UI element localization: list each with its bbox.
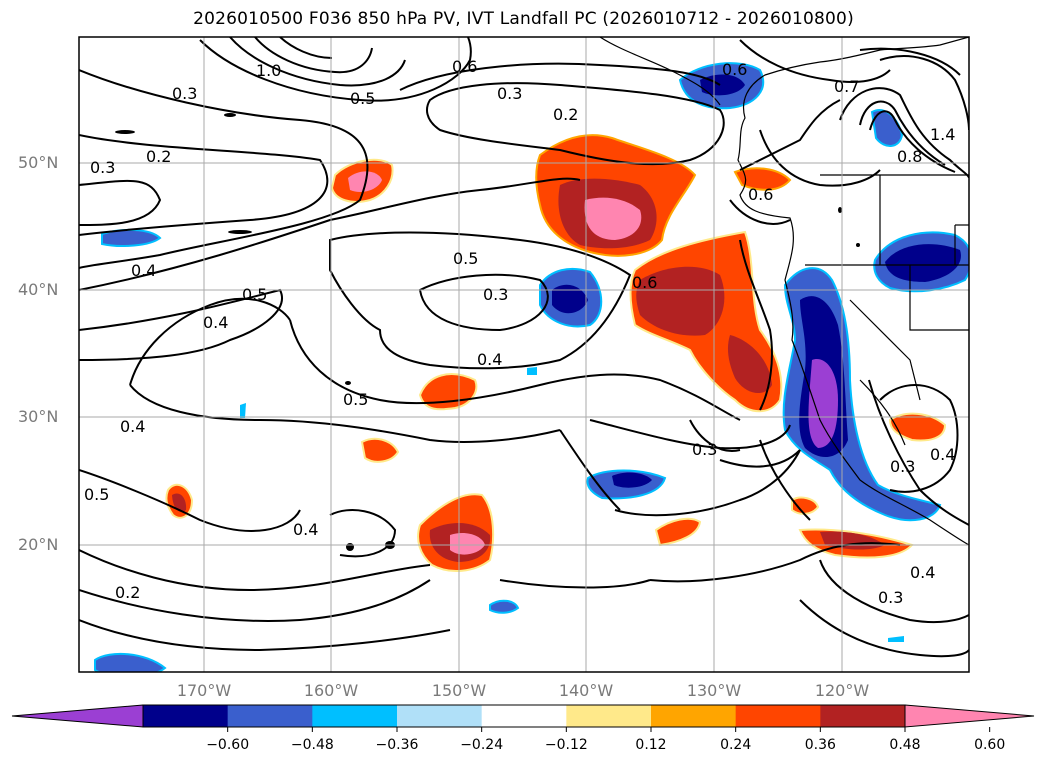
colorbar-segments bbox=[11, 704, 1035, 728]
map-title: 2026010500 F036 850 hPa PV, IVT Landfall… bbox=[193, 9, 854, 29]
positive-anomaly-small bbox=[360, 437, 400, 463]
contour-label: 0.3 bbox=[90, 158, 115, 177]
map-frame bbox=[78, 36, 970, 673]
contour-label: 0.5 bbox=[350, 89, 375, 108]
colorbar-tick-label: −0.12 bbox=[544, 737, 588, 753]
colorbar-extend-max bbox=[904, 704, 1035, 728]
negative-anomaly-small-2 bbox=[94, 652, 167, 672]
navy-core-interior bbox=[885, 244, 961, 282]
lon-label: 140°W bbox=[558, 681, 614, 700]
contour-label: 0.3 bbox=[692, 440, 717, 459]
colorbar-tick-label: −0.36 bbox=[375, 737, 419, 753]
colorbar-extend-min bbox=[11, 704, 144, 728]
lon-label: 150°W bbox=[431, 681, 487, 700]
darkred-core-central bbox=[636, 266, 725, 336]
colorbar-tick-label: 0.12 bbox=[635, 737, 667, 753]
lon-label: 120°W bbox=[814, 681, 870, 700]
colorbar-segment bbox=[651, 705, 737, 727]
contour-label: 0.4 bbox=[910, 563, 935, 582]
colorbar-tick-label: 0.36 bbox=[804, 737, 836, 753]
purple-core-coast bbox=[808, 359, 838, 448]
colorbar-tick-label: 0.48 bbox=[889, 737, 921, 753]
contour-label: 0.3 bbox=[483, 285, 508, 304]
contour-label: 0.3 bbox=[878, 588, 903, 607]
map-panel: 0.3 0.2 0.3 1.0 0.5 0.6 0.3 0.2 0.6 0.7 … bbox=[78, 36, 970, 673]
contour-label: 0.2 bbox=[553, 105, 578, 124]
colorbar-outline bbox=[142, 704, 906, 728]
lat-label: 20°N bbox=[18, 535, 59, 554]
colorbar-segment bbox=[820, 705, 906, 727]
colorbar-segment bbox=[566, 705, 652, 727]
contour-label: 0.3 bbox=[172, 84, 197, 103]
contour-label: 0.2 bbox=[115, 583, 140, 602]
negative-anomaly-small-5 bbox=[888, 636, 904, 642]
contour-value-labels: 0.3 0.2 0.3 1.0 0.5 0.6 0.3 0.2 0.6 0.7 … bbox=[84, 57, 955, 607]
contour-label: 0.4 bbox=[293, 520, 318, 539]
positive-anomaly-bc bbox=[733, 167, 792, 191]
lat-label: 50°N bbox=[18, 153, 59, 172]
colorbar-segment bbox=[143, 705, 229, 727]
lat-label: 40°N bbox=[18, 280, 59, 299]
coastlines bbox=[599, 37, 969, 546]
colorbar-segment bbox=[481, 705, 567, 727]
negative-anomaly-small-4 bbox=[527, 367, 537, 375]
contour-label: 0.5 bbox=[453, 249, 478, 268]
colorbar-segment bbox=[735, 705, 821, 727]
contour-label: 0.3 bbox=[497, 84, 522, 103]
navy-sw bbox=[612, 472, 652, 488]
colorbar-segment bbox=[312, 705, 398, 727]
colorbar-tick-label: 0.60 bbox=[974, 737, 1006, 753]
contour-label: 1.0 bbox=[256, 61, 281, 80]
contour-label: 0.6 bbox=[748, 185, 773, 204]
colorbar-tick-label: −0.48 bbox=[290, 737, 334, 753]
contour-label: 0.4 bbox=[477, 350, 502, 369]
pink-core-north bbox=[584, 197, 642, 240]
contour-label: 0.5 bbox=[343, 390, 368, 409]
contour-label: 0.3 bbox=[890, 457, 915, 476]
positive-anomaly-gulf bbox=[888, 412, 947, 442]
contour-label: 0.5 bbox=[242, 285, 267, 304]
contour-label: 0.6 bbox=[632, 273, 657, 292]
contour-label: 0.2 bbox=[146, 147, 171, 166]
colorbar-tick-label: −0.24 bbox=[460, 737, 504, 753]
colorbar-segment bbox=[227, 705, 313, 727]
lon-label: 170°W bbox=[176, 681, 232, 700]
navy-core-central bbox=[552, 284, 588, 314]
contour-label: 1.4 bbox=[930, 125, 955, 144]
contour-label: 0.4 bbox=[131, 261, 156, 280]
negative-anomaly-small-3 bbox=[240, 403, 246, 418]
contour-label: 0.4 bbox=[930, 445, 955, 464]
contour-label: 0.8 bbox=[897, 147, 922, 166]
contour-label: 0.7 bbox=[834, 77, 859, 96]
lon-label: 130°W bbox=[686, 681, 742, 700]
lon-label: 160°W bbox=[303, 681, 359, 700]
ivt-contours bbox=[79, 37, 969, 658]
colorbar-tickmarks bbox=[227, 727, 991, 732]
contour-label: 0.6 bbox=[452, 57, 477, 76]
darkred-core-central-2 bbox=[727, 335, 772, 394]
colorbar-segment bbox=[397, 705, 483, 727]
graticule bbox=[79, 37, 969, 672]
contour-label: 0.5 bbox=[84, 485, 109, 504]
contour-label: 0.4 bbox=[120, 417, 145, 436]
colorbar-tick-label: −0.60 bbox=[206, 737, 250, 753]
negative-anomaly-small-1 bbox=[489, 599, 520, 614]
positive-anomaly-baja bbox=[791, 496, 820, 515]
positive-anomaly-southeast bbox=[654, 517, 702, 547]
contour-label: 0.6 bbox=[722, 60, 747, 79]
lat-label: 30°N bbox=[18, 407, 59, 426]
colorbar-tick-label: 0.24 bbox=[720, 737, 752, 753]
contour-label: 0.4 bbox=[203, 313, 228, 332]
